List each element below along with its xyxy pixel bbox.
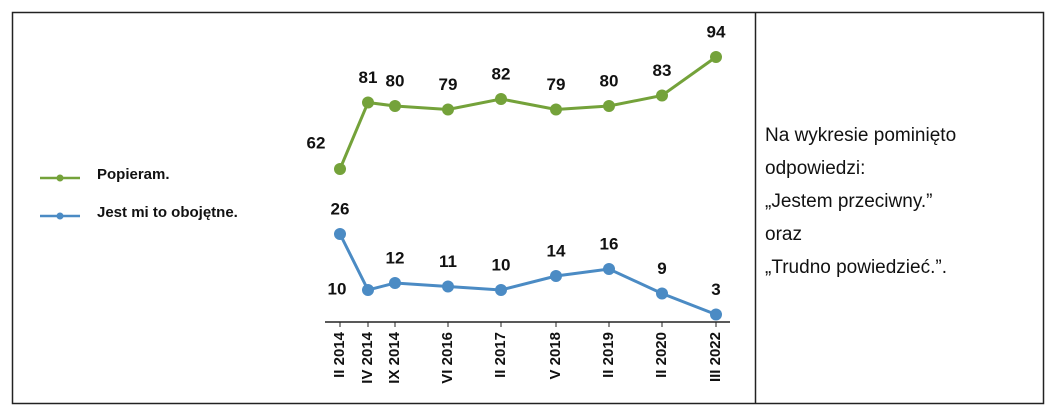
legend-marker (56, 212, 64, 220)
point (656, 287, 668, 300)
data-label: 81 (359, 68, 378, 87)
note-line: „Jestem przeciwny.” (765, 191, 933, 212)
note-line: Na wykresie pominięto (765, 125, 956, 146)
data-label: 62 (307, 133, 326, 152)
x-tick-label: V 2018 (547, 332, 564, 380)
data-label: 10 (328, 279, 347, 298)
point (710, 51, 722, 63)
note-line: odpowiedzi: (765, 158, 865, 179)
x-tick-label: VI 2016 (439, 332, 456, 384)
data-label: 94 (707, 22, 726, 41)
point (656, 89, 668, 102)
x-tick-label: II 2019 (600, 332, 617, 378)
data-label: 16 (600, 234, 619, 253)
data-label: 12 (386, 248, 405, 267)
point (362, 96, 374, 109)
point (550, 270, 562, 282)
note-line: „Trudno powiedzieć.”. (765, 257, 947, 278)
x-tick-label: IV 2014 (359, 331, 376, 383)
point (710, 308, 722, 321)
point (442, 280, 454, 293)
x-tick-label: II 2017 (492, 332, 509, 378)
data-label: 14 (547, 241, 566, 260)
x-tick-label: III 2022 (707, 332, 724, 382)
legend-label: Jest mi to obojętne. (97, 204, 238, 221)
point (389, 100, 401, 112)
point (442, 103, 454, 116)
point (603, 100, 615, 112)
point (334, 228, 346, 240)
point (389, 277, 401, 289)
data-label: 26 (331, 199, 350, 218)
data-label: 80 (600, 71, 619, 90)
data-label: 82 (492, 64, 511, 83)
frame (11, 11, 1045, 405)
legend-marker (56, 174, 64, 182)
chart: II 2014 IV 2014 IX 2014 VI 2016 II 2017 V 201… (40, 22, 730, 384)
point (334, 163, 346, 175)
legend-label: Popieram. (97, 166, 170, 183)
data-label: 3 (711, 280, 720, 299)
point (550, 103, 562, 116)
data-label: 80 (386, 71, 405, 90)
data-label: 11 (439, 252, 457, 271)
note-line: oraz (765, 224, 802, 245)
x-tick-label: IX 2014 (386, 331, 403, 383)
x-tick-label: II 2020 (653, 332, 670, 378)
data-label: 10 (492, 255, 511, 274)
data-label: 79 (547, 75, 566, 94)
data-label: 83 (653, 61, 672, 80)
point (362, 284, 374, 296)
point (603, 263, 615, 275)
point (495, 284, 507, 296)
note: Na wykresie pominięto odpowiedzi: „Jestem … (765, 125, 956, 278)
point (495, 93, 507, 105)
data-label: 9 (657, 259, 666, 278)
data-label: 79 (439, 75, 458, 94)
x-tick-label: II 2014 (331, 331, 348, 378)
